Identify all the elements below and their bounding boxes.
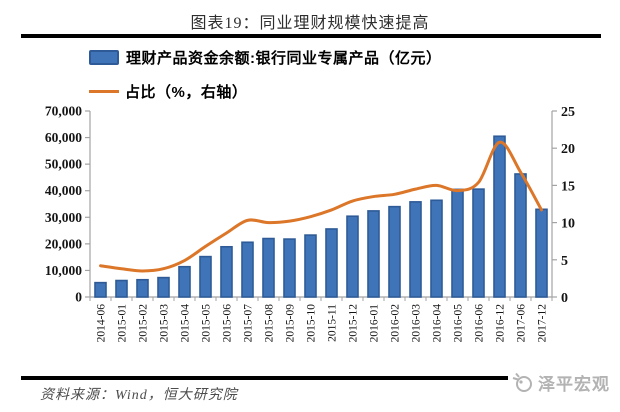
chart-title: 图表19：同业理财规模快速提高 [190,15,430,32]
left-axis-tick-label: 0 [75,290,82,305]
right-axis-tick-label: 0 [561,291,568,306]
legend-item-ratio: 占比（%，右轴） [89,80,442,102]
bar [346,215,359,298]
x-axis-tick-label: 2016-12 [495,304,507,343]
x-axis-tick-label: 2016-01 [369,304,381,343]
x-axis-tick-label: 2015-02 [138,304,150,343]
bar [451,188,464,298]
bar [94,281,107,298]
x-axis-tick-label: 2015-08 [264,304,276,343]
x-axis-tick-label: 2015-12 [348,304,360,343]
watermark: 泽平宏观 [508,368,614,397]
watermark-text: 泽平宏观 [538,375,610,394]
x-axis-tick-label: 2016-05 [453,304,465,343]
bar [220,245,233,298]
legend-item-balance: 理财产品资金余额:银行同业专属产品（亿元） [89,46,442,68]
left-axis-tick-label: 50,000 [45,157,82,172]
bar [514,173,527,298]
legend: 理财产品资金余额:银行同业专属产品（亿元） 占比（%，右轴） [89,46,442,114]
left-axis-tick-label: 70,000 [45,104,82,119]
x-axis-tick-label: 2015-09 [285,304,297,343]
right-axis-tick-label: 25 [561,105,575,120]
bar [157,276,170,298]
legend-label: 理财产品资金余额:银行同业专属产品（亿元） [126,49,442,67]
bar [262,237,275,298]
line-swatch-icon [89,89,119,93]
left-axis-tick-label: 10,000 [45,263,82,278]
bar [178,265,191,298]
left-axis-tick-label: 20,000 [45,236,82,251]
header-divider [21,34,601,38]
zeping-logo-icon [512,372,532,392]
bar [493,135,506,298]
bar [136,278,149,298]
x-axis-tick-label: 2015-01 [117,304,129,343]
data-source: 资料来源：Wind，恒大研究院 [40,388,238,403]
right-axis-tick-label: 20 [561,142,575,157]
bar [535,208,548,298]
x-axis-tick-label: 2015-11 [327,304,339,342]
right-axis-tick-label: 15 [561,179,575,194]
x-axis-tick-label: 2017-12 [537,304,549,343]
bar [388,205,401,298]
x-axis-tick-label: 2015-03 [159,304,171,343]
bar [325,228,338,298]
x-axis-tick-label: 2017-06 [516,304,528,343]
bar [304,234,317,298]
bar [409,201,422,298]
x-axis-tick-label: 2016-03 [411,304,423,343]
x-axis-tick-label: 2015-07 [243,304,255,343]
bar [430,199,443,298]
ratio-line [99,140,543,273]
left-axis-tick-label: 40,000 [45,183,82,198]
x-axis-tick-label: 2015-05 [201,304,213,343]
left-axis-tick-label: 60,000 [45,130,82,145]
right-axis-tick-label: 10 [561,217,575,232]
bar [199,255,212,298]
x-axis-tick-label: 2016-06 [474,304,486,343]
x-axis-tick-label: 2016-02 [390,304,402,343]
x-axis-tick-label: 2016-04 [432,304,444,343]
x-axis-tick-label: 2015-06 [222,304,234,343]
bar [472,188,485,298]
footer-divider [21,376,601,380]
x-axis-tick-label: 2015-04 [180,304,192,343]
bar-swatch-icon [89,49,119,65]
legend-label: 占比（%，右轴） [125,83,248,101]
x-axis-tick-label: 2015-10 [306,304,318,343]
bar [241,241,254,298]
x-axis-tick-label: 2014-06 [96,304,108,343]
bar [283,238,296,298]
bar [367,210,380,298]
bar [115,279,128,298]
left-axis-tick-label: 30,000 [45,210,82,225]
right-axis-tick-label: 5 [561,254,568,269]
